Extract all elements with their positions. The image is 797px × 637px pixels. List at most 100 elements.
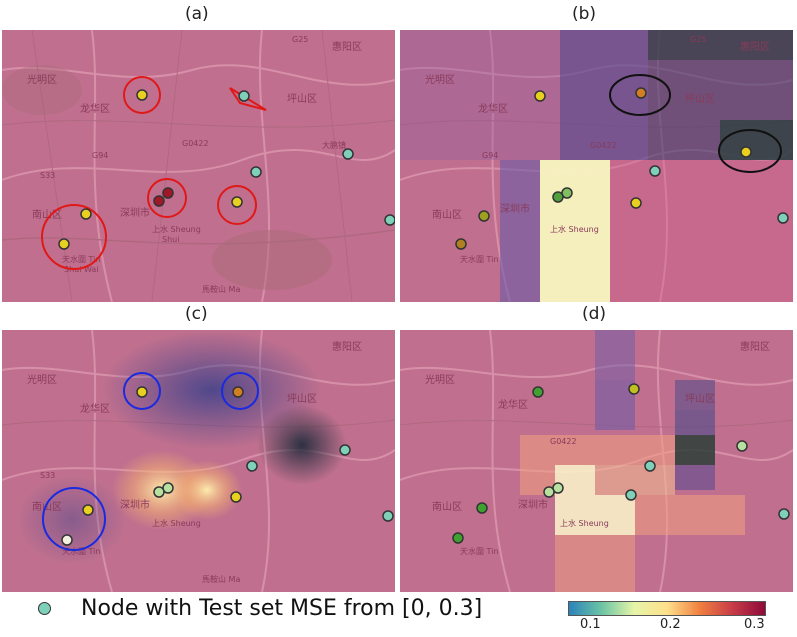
map-label-tinshui: 天水圍 Tin	[62, 254, 100, 264]
map-label-shuiwai: Shui Wai	[64, 265, 99, 274]
sensor-node	[777, 212, 789, 224]
highlight-circle	[123, 372, 161, 410]
sensor-node	[534, 90, 546, 102]
highlight-circle	[217, 185, 257, 225]
highlight-ellipse	[609, 74, 671, 116]
map-label-nanshan: 南山区	[32, 500, 62, 513]
sensor-node	[740, 146, 752, 158]
sensor-node	[342, 148, 354, 160]
sensor-node	[153, 486, 165, 498]
map-panel-c: 光明区 龙华区 坪山区 惠阳区 S33 南山区 深圳市 上水 Sheung 天水…	[2, 330, 395, 592]
map-label-huiyang: 惠阳区	[332, 340, 362, 353]
map-label-mashan: 馬鞍山 Ma	[202, 284, 240, 294]
map-label-g94: G94	[482, 151, 498, 160]
map-label-g25: G25	[690, 35, 706, 44]
map-label-g25: G25	[292, 35, 308, 44]
sensor-node	[82, 504, 94, 516]
colorbar-tick: 0.1	[580, 617, 601, 632]
sensor-node	[136, 386, 148, 398]
map-label-s33: S33	[40, 471, 55, 480]
map-label-s33: S33	[40, 171, 55, 180]
highlight-circle	[41, 204, 107, 270]
legend: Node with Test set MSE from [0, 0.3]	[38, 596, 482, 621]
map-panel-b: 光明区 龙华区 坪山区 惠阳区 G25 G94 G0422 南山区 深圳市 上水…	[400, 30, 793, 302]
map-label-longhua: 龙华区	[498, 398, 528, 411]
map-label-g0422: G0422	[590, 141, 617, 150]
highlight-circle	[42, 487, 106, 551]
sensor-node	[478, 210, 490, 222]
legend-text: Node with Test set MSE from [0, 0.3]	[81, 596, 483, 621]
map-label-huiyang: 惠阳区	[740, 40, 770, 53]
panel-label-a: (a)	[185, 4, 209, 24]
sensor-node	[644, 460, 656, 472]
map-label-town: 大鹏镇	[322, 140, 346, 150]
sensor-node	[452, 532, 464, 544]
map-panel-a: 光明区 龙华区 坪山区 惠阳区 G25 G94 G0422 S33 南山区 深圳…	[2, 30, 395, 302]
sensor-node	[532, 386, 544, 398]
sensor-node	[231, 196, 243, 208]
map-label-guangming: 光明区	[425, 373, 455, 386]
highlight-ellipse	[718, 129, 782, 173]
sensor-node	[382, 510, 394, 522]
map-label-mashan: 馬鞍山 Ma	[202, 574, 240, 584]
map-label-nanshan: 南山区	[432, 500, 462, 513]
sensor-node	[162, 187, 174, 199]
sensor-node	[455, 238, 467, 250]
map-label-pingshan: 坪山区	[685, 392, 715, 405]
sensor-node	[58, 238, 70, 250]
map-label-longhua: 龙华区	[80, 402, 110, 415]
map-label-tinshui: 天水圍 Tin	[460, 546, 498, 556]
map-label-pingshan: 坪山区	[685, 92, 715, 105]
map-label-g0422: G0422	[550, 437, 577, 446]
sensor-node	[232, 386, 244, 398]
map-label-shangshui: 上水 Sheung	[550, 224, 599, 234]
sensor-node	[635, 87, 647, 99]
sensor-node	[630, 197, 642, 209]
sensor-node	[80, 208, 92, 220]
map-label-tinshui: 天水圍 Tin	[62, 546, 100, 556]
map-label-guangming: 光明区	[27, 373, 57, 386]
map-label-huiyang: 惠阳区	[332, 40, 362, 53]
panel-label-c: (c)	[185, 304, 208, 324]
map-label-shui: Shui	[162, 235, 179, 244]
map-label-shangshui: 上水 Sheung	[560, 518, 609, 528]
map-label-shenzhen: 深圳市	[500, 202, 530, 215]
map-label-pingshan: 坪山区	[287, 392, 317, 405]
sensor-node	[552, 191, 564, 203]
highlight-circle	[123, 76, 161, 114]
sensor-node	[61, 534, 73, 546]
map-label-nanshan: 南山区	[432, 208, 462, 221]
sensor-node	[153, 195, 165, 207]
map-label-shenzhen: 深圳市	[518, 498, 548, 511]
map-label-huiyang: 惠阳区	[740, 340, 770, 353]
legend-node-icon	[38, 602, 51, 615]
map-label-shenzhen: 深圳市	[120, 206, 150, 219]
sensor-node	[238, 90, 250, 102]
sensor-node	[649, 165, 661, 177]
map-label-g94: G94	[92, 151, 108, 160]
colorbar	[568, 601, 766, 616]
sensor-node	[543, 486, 555, 498]
map-label-pingshan: 坪山区	[287, 92, 317, 105]
panel-label-b: (b)	[572, 4, 597, 24]
colorbar-tick: 0.2	[660, 617, 681, 632]
highlight-circle	[147, 178, 187, 218]
panel-label-d: (d)	[582, 304, 607, 324]
sensor-node	[476, 502, 488, 514]
sensor-node	[339, 444, 351, 456]
sensor-node	[230, 491, 242, 503]
map-panel-d: 光明区 龙华区 坪山区 惠阳区 G0422 南山区 深圳市 上水 Sheung …	[400, 330, 793, 592]
sensor-node	[778, 508, 790, 520]
map-label-shenzhen: 深圳市	[120, 498, 150, 511]
map-label-guangming: 光明区	[27, 73, 57, 86]
map-label-longhua: 龙华区	[478, 102, 508, 115]
map-label-longhua: 龙华区	[80, 102, 110, 115]
sensor-node	[625, 489, 637, 501]
map-label-guangming: 光明区	[425, 73, 455, 86]
map-label-shangshui: 上水 Sheung	[152, 518, 201, 528]
sensor-node	[736, 440, 748, 452]
sensor-node	[250, 166, 262, 178]
colorbar-tick: 0.3	[744, 617, 765, 632]
sensor-node	[628, 383, 640, 395]
sensor-node	[246, 460, 258, 472]
